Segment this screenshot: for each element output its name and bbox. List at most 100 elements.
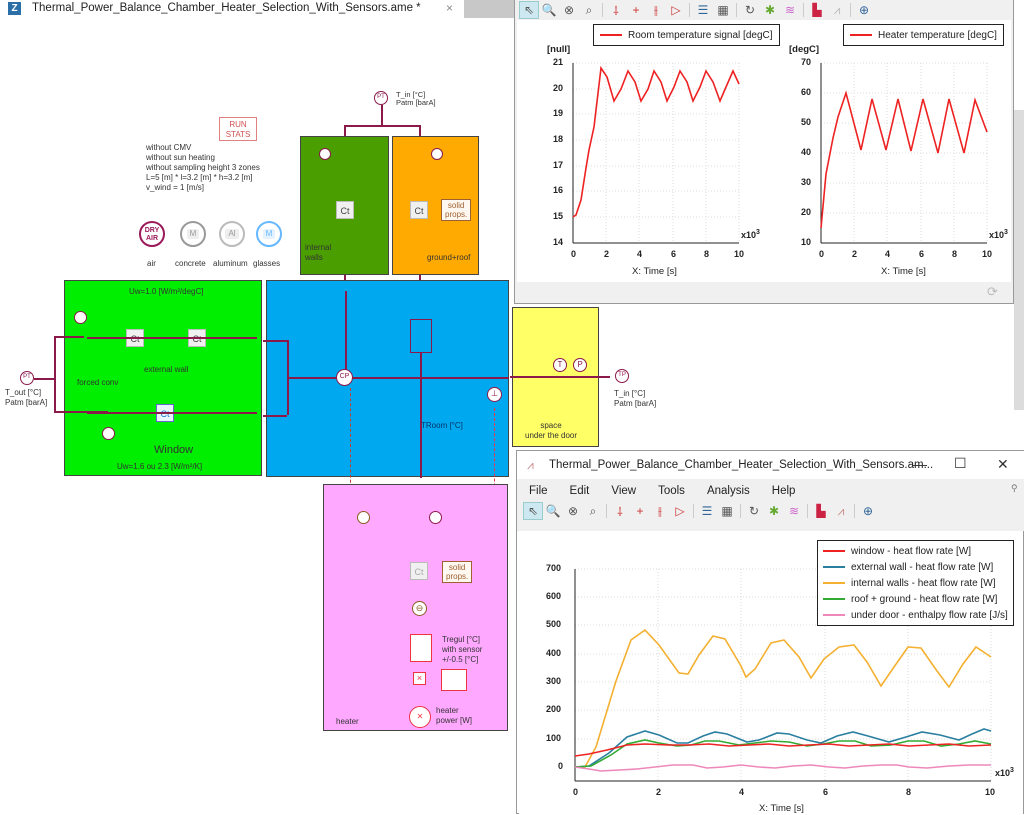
- conv-sensor-icon[interactable]: [357, 511, 370, 524]
- pt-source-out-icon[interactable]: PT: [20, 371, 34, 385]
- ct-heater[interactable]: Ct: [410, 562, 428, 580]
- legend-entry[interactable]: under door - enthalpy flow rate [J/s]: [823, 607, 1008, 623]
- legend-room-temp[interactable]: Room temperature signal [degC]: [593, 24, 780, 46]
- cursor-cross-icon[interactable]: +: [632, 3, 640, 17]
- minimize-button[interactable]: —: [913, 456, 927, 472]
- menu-help[interactable]: Help: [771, 485, 796, 497]
- material-air-icon[interactable]: DRY AIR: [139, 221, 165, 247]
- pin-icon[interactable]: ✱: [764, 3, 776, 17]
- plot-area-top[interactable]: Room temperature signal [degC] [null] He…: [517, 20, 1011, 282]
- select-arrow-icon[interactable]: ⇖: [523, 502, 543, 520]
- plot-area-bottom[interactable]: window - heat flow rate [W] external wal…: [519, 531, 1023, 815]
- legend-list-icon[interactable]: ☰: [697, 3, 709, 17]
- xy-plot-icon[interactable]: ⩘: [833, 2, 841, 17]
- zoom-region-icon[interactable]: 🔍: [545, 504, 561, 518]
- zoom-region-icon[interactable]: 🔍: [541, 3, 557, 17]
- maximize-button[interactable]: ☐: [954, 455, 967, 471]
- legend-list-icon[interactable]: ☰: [701, 504, 713, 518]
- layout-grid-icon[interactable]: ▦: [721, 504, 733, 518]
- material-aluminum-icon[interactable]: Al: [219, 221, 245, 247]
- cursor-play-icon[interactable]: ▷: [675, 504, 685, 518]
- sync-icon[interactable]: ⟳: [987, 284, 998, 299]
- main-window-scrollbar[interactable]: [1014, 110, 1024, 410]
- conv-sensor-icon[interactable]: [319, 148, 331, 160]
- zoom-reset-icon[interactable]: ⌕: [589, 503, 597, 518]
- conv-sensor-icon[interactable]: [429, 511, 442, 524]
- legend-entry[interactable]: roof + ground - heat flow rate [W]: [823, 591, 1008, 607]
- solid-props-ground[interactable]: solid props.: [441, 199, 472, 221]
- zoom-out-icon[interactable]: ⊗: [563, 3, 575, 17]
- cursor-vertical-icon[interactable]: ⸸: [617, 504, 623, 519]
- material-glasses-icon[interactable]: M: [256, 221, 282, 247]
- first-order-lag-block[interactable]: [410, 634, 432, 662]
- chamber-volume-icon[interactable]: CP: [336, 369, 353, 386]
- pt-source-top-icon[interactable]: PT: [374, 91, 388, 105]
- histogram-icon[interactable]: ▙: [812, 3, 822, 17]
- histogram-icon[interactable]: ▙: [816, 504, 826, 518]
- door-block[interactable]: T P space under the door: [510, 307, 610, 447]
- external-wall-window-block[interactable]: Uw=1.0 [W/m²/degC] Ct Ct external wall f…: [64, 280, 262, 476]
- zoom-out-icon[interactable]: ⊗: [567, 504, 579, 518]
- patm-line: Patm [barA]: [614, 399, 657, 408]
- tab-close-icon[interactable]: ×: [446, 1, 454, 15]
- select-arrow-icon[interactable]: ⇖: [519, 1, 539, 19]
- cursor-play-icon[interactable]: ▷: [671, 3, 681, 17]
- pin-window-icon[interactable]: ⚲: [1011, 483, 1018, 493]
- close-button[interactable]: ✕: [997, 456, 1009, 472]
- plot-title-bar[interactable]: ⩘ Thermal_Power_Balance_Chamber_Heater_S…: [517, 451, 1024, 479]
- ground-roof-block[interactable]: Ct solid props. ground+roof: [392, 136, 479, 275]
- new-plot-icon[interactable]: ⊕: [862, 504, 874, 518]
- patm-line: Patm [barA]: [5, 398, 48, 407]
- run-stats-button[interactable]: RUN STATS: [219, 117, 257, 141]
- hysteresis-block[interactable]: [441, 669, 467, 691]
- legend-entry[interactable]: external wall - heat flow rate [W]: [823, 559, 1008, 575]
- curves-icon[interactable]: ≋: [788, 504, 800, 518]
- multiplier-block[interactable]: ×: [413, 672, 426, 685]
- pin-icon[interactable]: ✱: [768, 504, 780, 518]
- new-plot-icon[interactable]: ⊕: [858, 3, 870, 17]
- menu-tools[interactable]: Tools: [658, 485, 685, 497]
- two-cursors-icon[interactable]: ⫲: [658, 503, 662, 518]
- legend-heater-temp[interactable]: Heater temperature [degC]: [843, 24, 1004, 46]
- conv-sensor-icon[interactable]: [431, 148, 443, 160]
- xy-plot-icon[interactable]: ⩘: [837, 503, 845, 518]
- sketch-canvas[interactable]: RUN STATS without CMV without sun heatin…: [0, 18, 629, 814]
- solid-props-heater[interactable]: solid props.: [442, 561, 473, 583]
- layout-grid-icon[interactable]: ▦: [717, 3, 729, 17]
- pressure-gauge-icon[interactable]: P: [573, 358, 587, 372]
- room-block[interactable]: CP ⊥ TRoom [°C]: [263, 280, 509, 478]
- ct-ground-roof[interactable]: Ct: [410, 201, 428, 219]
- heater-power-source-icon[interactable]: ✕: [409, 706, 431, 728]
- legend-entry[interactable]: internal walls - heat flow rate [W]: [823, 575, 1008, 591]
- heater-block[interactable]: Ct solid props. ⊖ Tregul [°C] with senso…: [323, 484, 508, 731]
- internal-walls-block[interactable]: Ct internal walls: [300, 136, 389, 275]
- power-line: heater: [436, 706, 459, 715]
- curves-icon[interactable]: ≋: [784, 3, 796, 17]
- two-cursors-icon[interactable]: ⫲: [654, 2, 658, 17]
- cursor-vertical-icon[interactable]: ⸸: [613, 3, 619, 18]
- temperature-gauge-icon[interactable]: T: [553, 358, 567, 372]
- ytick: 600: [546, 591, 562, 601]
- menu-analysis[interactable]: Analysis: [706, 485, 750, 497]
- temperature-sensor-icon[interactable]: ⊥: [487, 387, 502, 402]
- pt-source-in-right-icon[interactable]: TP: [615, 369, 629, 383]
- ct-internal-walls[interactable]: Ct: [336, 201, 354, 219]
- legend-heat-flows[interactable]: window - heat flow rate [W] external wal…: [817, 540, 1014, 626]
- pressure-sensor-block[interactable]: [410, 319, 432, 353]
- document-tab[interactable]: Z Thermal_Power_Balance_Chamber_Heater_S…: [0, 0, 464, 18]
- refresh-icon[interactable]: ↻: [744, 3, 756, 17]
- cursor-cross-icon[interactable]: +: [636, 504, 644, 518]
- refresh-icon[interactable]: ↻: [748, 504, 760, 518]
- zoom-reset-icon[interactable]: ⌕: [585, 2, 593, 17]
- heat-source-icon[interactable]: ⊖: [412, 601, 427, 616]
- convection-icon[interactable]: [102, 427, 115, 440]
- menu-edit[interactable]: Edit: [569, 485, 590, 497]
- plot-window-temperatures[interactable]: ⇖ 🔍 ⊗ ⌕ ⸸ + ⫲ ▷ ☰ ▦ ↻ ✱ ≋ ▙ ⩘ ⊕ Room tem…: [514, 0, 1014, 304]
- plot-window-heat-flows[interactable]: ⩘ Thermal_Power_Balance_Chamber_Heater_S…: [516, 450, 1024, 815]
- menu-view[interactable]: View: [611, 485, 637, 497]
- menu-file[interactable]: File: [529, 485, 548, 497]
- material-concrete-icon[interactable]: M: [180, 221, 206, 247]
- convection-icon[interactable]: [74, 311, 87, 324]
- x-scale-bottom: x103: [995, 767, 1014, 778]
- legend-entry[interactable]: window - heat flow rate [W]: [823, 543, 1008, 559]
